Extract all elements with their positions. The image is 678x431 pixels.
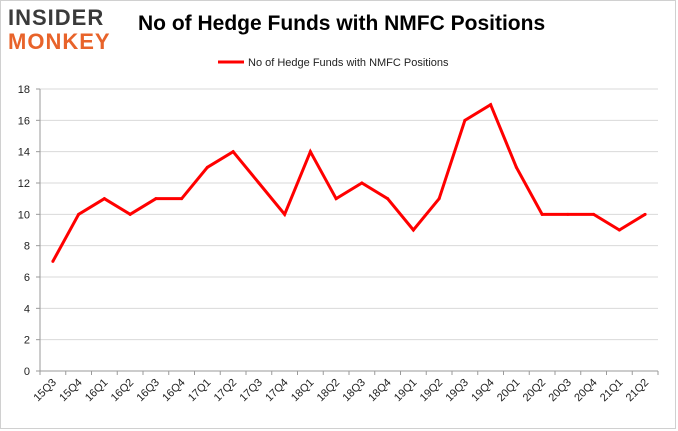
x-tick-label: 15Q3 [31, 377, 59, 405]
x-tick-label: 20Q3 [546, 377, 574, 405]
x-tick-label: 21Q1 [598, 377, 626, 405]
x-axis-ticks: 15Q315Q416Q116Q216Q316Q417Q117Q217Q317Q4… [31, 371, 659, 405]
data-point [514, 165, 518, 169]
x-tick-label: 16Q4 [160, 377, 188, 405]
x-tick-label: 17Q1 [186, 377, 214, 405]
x-tick-label: 19Q2 [418, 377, 446, 405]
y-tick-label: 2 [24, 335, 30, 347]
y-tick-label: 14 [18, 147, 30, 159]
y-tick-label: 6 [24, 272, 30, 284]
y-tick-label: 18 [18, 84, 30, 96]
x-tick-label: 15Q4 [57, 377, 85, 405]
x-tick-label: 20Q2 [521, 377, 549, 405]
data-point [308, 150, 312, 154]
legend: No of Hedge Funds with NMFC Positions [218, 57, 449, 69]
chart-title: No of Hedge Funds with NMFC Positions [138, 12, 546, 35]
data-point [386, 197, 390, 201]
y-tick-label: 0 [24, 366, 30, 378]
data-point [77, 212, 81, 216]
x-tick-label: 19Q4 [469, 377, 497, 405]
y-tick-label: 4 [24, 303, 30, 315]
y-tick-label: 12 [18, 178, 30, 190]
x-tick-label: 21Q2 [624, 377, 652, 405]
x-tick-label: 16Q1 [83, 377, 111, 405]
y-axis-ticks: 0 2 4 6 8 10 12 14 16 18 [18, 84, 40, 378]
data-point [180, 197, 184, 201]
x-tick-label: 18Q1 [289, 377, 317, 405]
logo-line-insider: INSIDER [8, 5, 105, 30]
logo-line-monkey: MONKEY [8, 29, 111, 54]
x-tick-label: 18Q3 [340, 377, 368, 405]
axes [39, 89, 658, 372]
x-tick-label: 17Q4 [263, 377, 291, 405]
data-point [205, 165, 209, 169]
data-point [154, 197, 158, 201]
series-line [51, 102, 646, 263]
data-point [566, 212, 570, 216]
insider-monkey-logo: INSIDER MONKEY [8, 6, 128, 54]
data-point [360, 181, 364, 185]
y-tick-label: 16 [18, 115, 30, 127]
x-tick-label: 19Q1 [392, 377, 420, 405]
data-point [334, 197, 338, 201]
series-lines [51, 102, 647, 263]
data-point [128, 212, 132, 216]
x-tick-label: 18Q4 [366, 377, 394, 405]
data-point [592, 212, 596, 216]
data-point [617, 228, 621, 232]
y-tick-label: 8 [24, 241, 30, 253]
data-point [231, 150, 235, 154]
data-point [540, 212, 544, 216]
data-point [489, 103, 493, 107]
x-tick-label: 18Q2 [315, 377, 343, 405]
data-point [463, 118, 467, 122]
x-tick-label: 20Q1 [495, 377, 523, 405]
legend-label: No of Hedge Funds with NMFC Positions [248, 57, 449, 69]
data-point [51, 259, 55, 263]
x-tick-label: 19Q3 [443, 377, 471, 405]
x-tick-label: 17Q2 [212, 377, 240, 405]
data-point [257, 181, 261, 185]
x-tick-label: 20Q4 [572, 377, 600, 405]
data-point [643, 212, 647, 216]
data-point [283, 212, 287, 216]
x-tick-label: 16Q2 [109, 377, 137, 405]
y-tick-label: 10 [18, 209, 30, 221]
data-point [102, 197, 106, 201]
data-point [437, 197, 441, 201]
x-tick-label: 16Q3 [134, 377, 162, 405]
data-point [411, 228, 415, 232]
x-tick-label: 17Q3 [237, 377, 265, 405]
